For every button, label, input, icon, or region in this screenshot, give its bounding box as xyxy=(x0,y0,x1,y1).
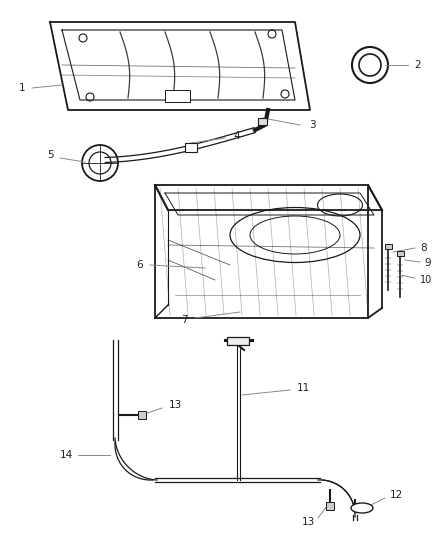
Text: 2: 2 xyxy=(415,60,421,70)
Bar xyxy=(258,118,267,125)
Text: 10: 10 xyxy=(420,275,432,285)
Bar xyxy=(396,251,403,256)
Bar xyxy=(385,244,392,249)
Text: 12: 12 xyxy=(389,490,403,500)
Text: 14: 14 xyxy=(60,450,73,460)
Text: 7: 7 xyxy=(181,315,187,325)
Bar xyxy=(185,143,197,152)
Text: 3: 3 xyxy=(309,120,315,130)
Text: 13: 13 xyxy=(301,517,314,527)
Ellipse shape xyxy=(351,503,373,513)
Bar xyxy=(326,502,334,510)
Text: 11: 11 xyxy=(297,383,310,393)
Text: 8: 8 xyxy=(420,243,427,253)
Bar xyxy=(227,337,249,345)
Text: 6: 6 xyxy=(137,260,143,270)
Text: 1: 1 xyxy=(19,83,25,93)
Text: 13: 13 xyxy=(168,400,182,410)
Bar xyxy=(138,411,146,419)
Bar xyxy=(165,90,190,102)
Text: 4: 4 xyxy=(234,131,240,141)
Text: 9: 9 xyxy=(425,258,431,268)
Text: 5: 5 xyxy=(47,150,53,160)
